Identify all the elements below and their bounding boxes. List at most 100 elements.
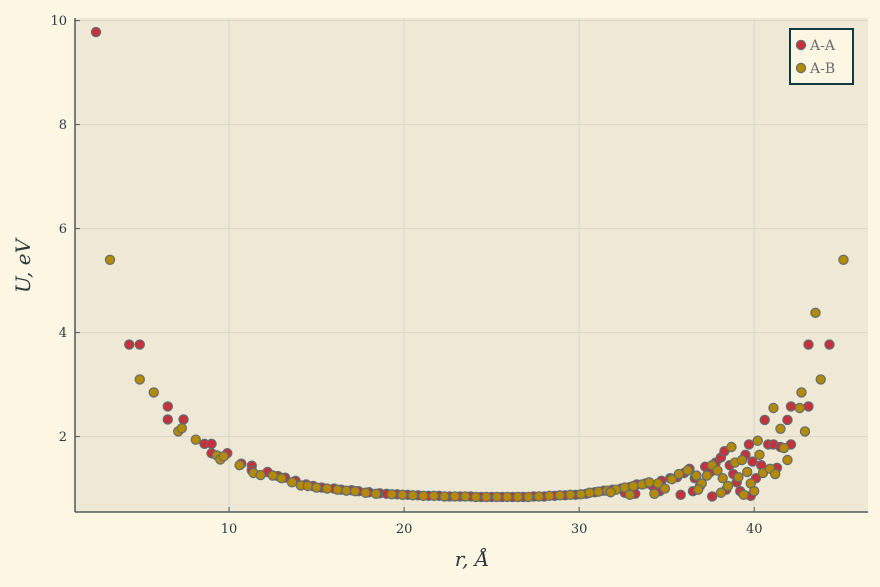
data-point-a-b — [652, 478, 664, 489]
grid-lines — [75, 18, 868, 512]
data-point-a-b — [502, 491, 513, 503]
legend-label: A-A — [809, 38, 836, 54]
data-point-a-a — [743, 439, 755, 450]
legend-marker — [795, 39, 807, 51]
data-point-a-b — [439, 491, 450, 502]
data-point-a-a — [675, 489, 686, 501]
data-point-a-b — [742, 466, 753, 478]
data-point-a-b — [104, 254, 116, 265]
x-tick-label: 30 — [571, 522, 588, 537]
data-point-a-b — [544, 490, 555, 502]
data-point-a-b — [481, 491, 492, 503]
data-point-a-b — [311, 482, 322, 493]
data-point-a-b — [176, 423, 187, 434]
data-point-a-b — [752, 435, 763, 446]
data-point-a-a — [785, 401, 797, 412]
data-point-a-b — [321, 483, 333, 494]
data-point-a-b — [701, 470, 713, 481]
data-point-a-b — [255, 469, 266, 481]
data-point-a-b — [407, 490, 419, 501]
data-point-a-b — [460, 491, 471, 502]
data-point-a-b — [512, 491, 524, 503]
data-point-a-b — [682, 465, 693, 476]
data-point-a-b — [722, 480, 734, 492]
data-point-a-b — [428, 490, 440, 502]
data-point-a-b — [643, 477, 655, 488]
data-point-a-b — [738, 489, 749, 501]
data-point-a-a — [124, 339, 135, 350]
data-point-a-a — [162, 401, 173, 412]
data-point-a-a — [803, 339, 814, 350]
data-point-a-b — [749, 486, 760, 497]
data-point-a-b — [770, 468, 781, 480]
data-point-a-b — [286, 477, 298, 488]
data-point-a-b — [810, 307, 821, 319]
data-point-a-a — [90, 26, 102, 38]
y-tick-label: 8 — [59, 118, 67, 133]
data-point-a-a — [178, 414, 189, 425]
data-point-a-b — [593, 486, 604, 497]
data-point-a-b — [838, 254, 849, 265]
data-point-a-b — [794, 402, 805, 414]
data-point-a-b — [605, 487, 616, 498]
x-tick-label: 10 — [221, 522, 238, 537]
data-point-a-b — [782, 454, 793, 466]
data-point-a-a — [162, 414, 173, 425]
y-tick-label: 2 — [59, 430, 67, 445]
data-point-a-b — [554, 490, 566, 501]
data-point-a-b — [234, 460, 245, 471]
data-point-a-b — [267, 470, 279, 481]
data-point-a-b — [584, 487, 595, 498]
data-point-a-b — [148, 387, 159, 398]
data-point-a-b — [134, 374, 145, 385]
data-point-a-b — [218, 451, 229, 462]
data-point-a-b — [341, 485, 352, 496]
data-point-a-a — [803, 401, 814, 412]
data-point-a-b — [190, 434, 201, 445]
data-point-a-b — [733, 471, 744, 483]
axes — [74, 18, 868, 513]
data-point-a-b — [717, 473, 728, 484]
data-point-a-b — [523, 491, 534, 503]
y-tick-label: 4 — [59, 326, 67, 341]
data-point-a-a — [206, 438, 217, 450]
legend-box — [789, 28, 854, 85]
data-point-a-b — [397, 489, 408, 501]
data-point-a-b — [276, 473, 287, 484]
data-point-a-b — [349, 486, 361, 497]
data-point-a-b — [332, 484, 343, 495]
data-point-a-b — [628, 480, 639, 492]
data-point-a-b — [565, 489, 576, 501]
data-point-a-b — [360, 487, 371, 498]
data-point-a-b — [470, 491, 482, 503]
data-point-a-b — [491, 491, 503, 503]
data-point-a-b — [575, 489, 587, 500]
data-point-a-b — [386, 489, 398, 500]
data-point-a-b — [768, 402, 779, 414]
data-point-a-b — [649, 488, 660, 499]
data-point-a-b — [775, 423, 786, 434]
legend: A-A A-B — [789, 28, 854, 85]
y-axis-label: U, eV — [11, 236, 35, 293]
legend-marker — [795, 62, 807, 74]
x-tick-label: 20 — [396, 522, 413, 537]
data-point-a-b — [799, 426, 811, 437]
data-point-a-a — [782, 414, 793, 426]
tick-labels: 10 20 30 40 2 4 6 8 10 — [50, 14, 762, 537]
data-point-a-b — [754, 449, 765, 460]
data-point-a-a — [824, 339, 835, 350]
legend-label: A-B — [809, 61, 835, 77]
x-axis-label: r, Å — [455, 546, 490, 571]
data-point-a-b — [692, 484, 704, 495]
data-point-a-b — [418, 490, 429, 502]
data-point-a-b — [726, 441, 737, 453]
data-point-a-b — [533, 491, 545, 502]
data-point-a-b — [715, 487, 727, 498]
data-point-a-b — [624, 489, 636, 501]
data-point-a-b — [778, 442, 790, 454]
data-point-a-b — [673, 468, 685, 480]
plot-area — [75, 18, 868, 512]
data-point-a-b — [666, 474, 678, 485]
y-tick-label: 10 — [50, 14, 67, 29]
